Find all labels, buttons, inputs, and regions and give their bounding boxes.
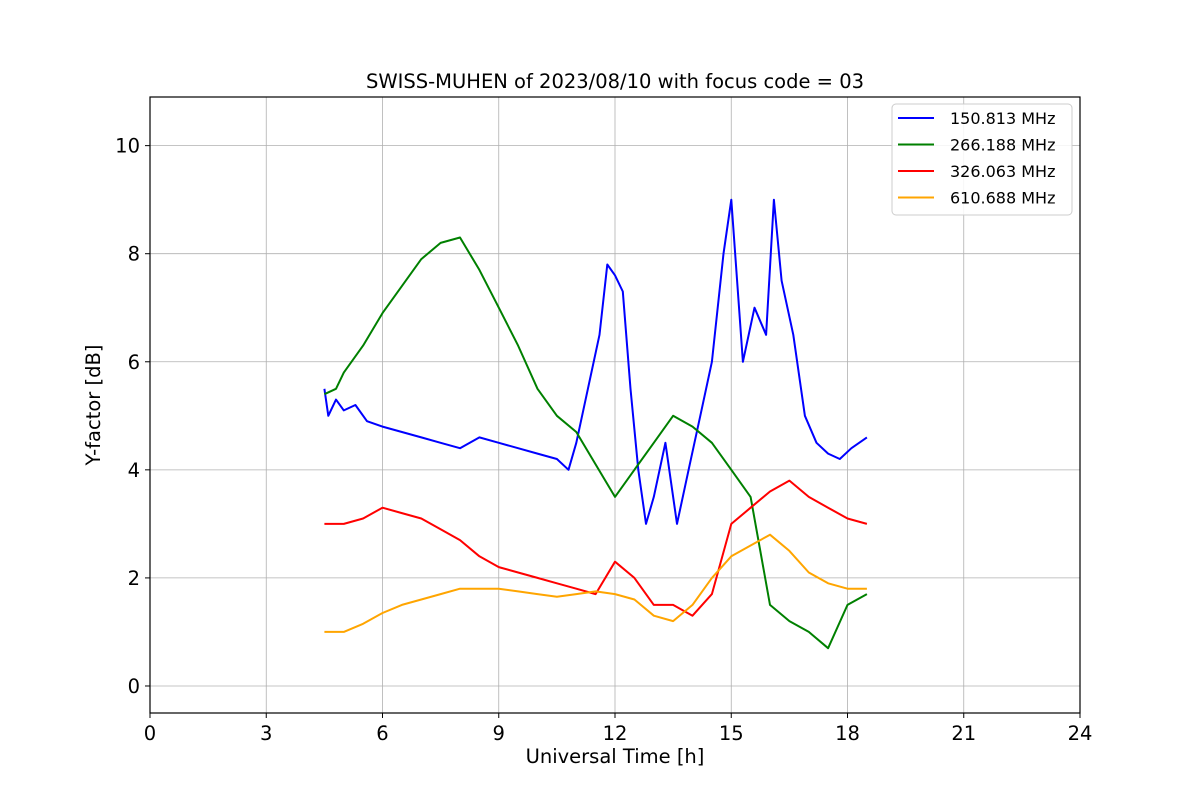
- y-tick-label: 4: [128, 459, 140, 482]
- series-line-3: [324, 533, 867, 633]
- y-tick-label: 2: [128, 567, 140, 590]
- y-tick-label: 0: [128, 675, 140, 698]
- series-group: [323, 198, 868, 650]
- y-axis-label: Y-factor [dB]: [82, 345, 105, 467]
- x-tick-label: 18: [835, 722, 860, 745]
- y-tick-label: 10: [115, 135, 140, 158]
- x-tick-label: 3: [260, 722, 272, 745]
- y-tick-label: 8: [128, 243, 140, 266]
- x-axis-label: Universal Time [h]: [526, 745, 705, 768]
- x-tick-label: 12: [603, 722, 628, 745]
- series-line-2: [324, 479, 868, 617]
- x-tick-label: 21: [951, 722, 976, 745]
- x-tick-label: 6: [376, 722, 388, 745]
- series-line-0: [323, 198, 868, 525]
- series-line-1: [323, 236, 868, 650]
- legend-entry-label: 266.188 MHz: [950, 136, 1055, 155]
- x-tick-label: 9: [493, 722, 505, 745]
- y-tick-label: 6: [128, 351, 140, 374]
- x-tick-label: 15: [719, 722, 744, 745]
- legend: 150.813 MHz 266.188 MHz 326.063 MHz 610.688…: [891, 103, 1073, 216]
- chart-title: SWISS-MUHEN of 2023/08/10 with focus cod…: [366, 70, 864, 93]
- legend-frame: [891, 103, 1073, 216]
- x-tick-label: 24: [1068, 722, 1093, 745]
- legend-entry-label: 610.688 MHz: [950, 189, 1055, 208]
- x-tick-label: 0: [144, 722, 156, 745]
- legend-entry-label: 326.063 MHz: [950, 162, 1055, 181]
- legend-entry-label: 150.813 MHz: [950, 109, 1055, 128]
